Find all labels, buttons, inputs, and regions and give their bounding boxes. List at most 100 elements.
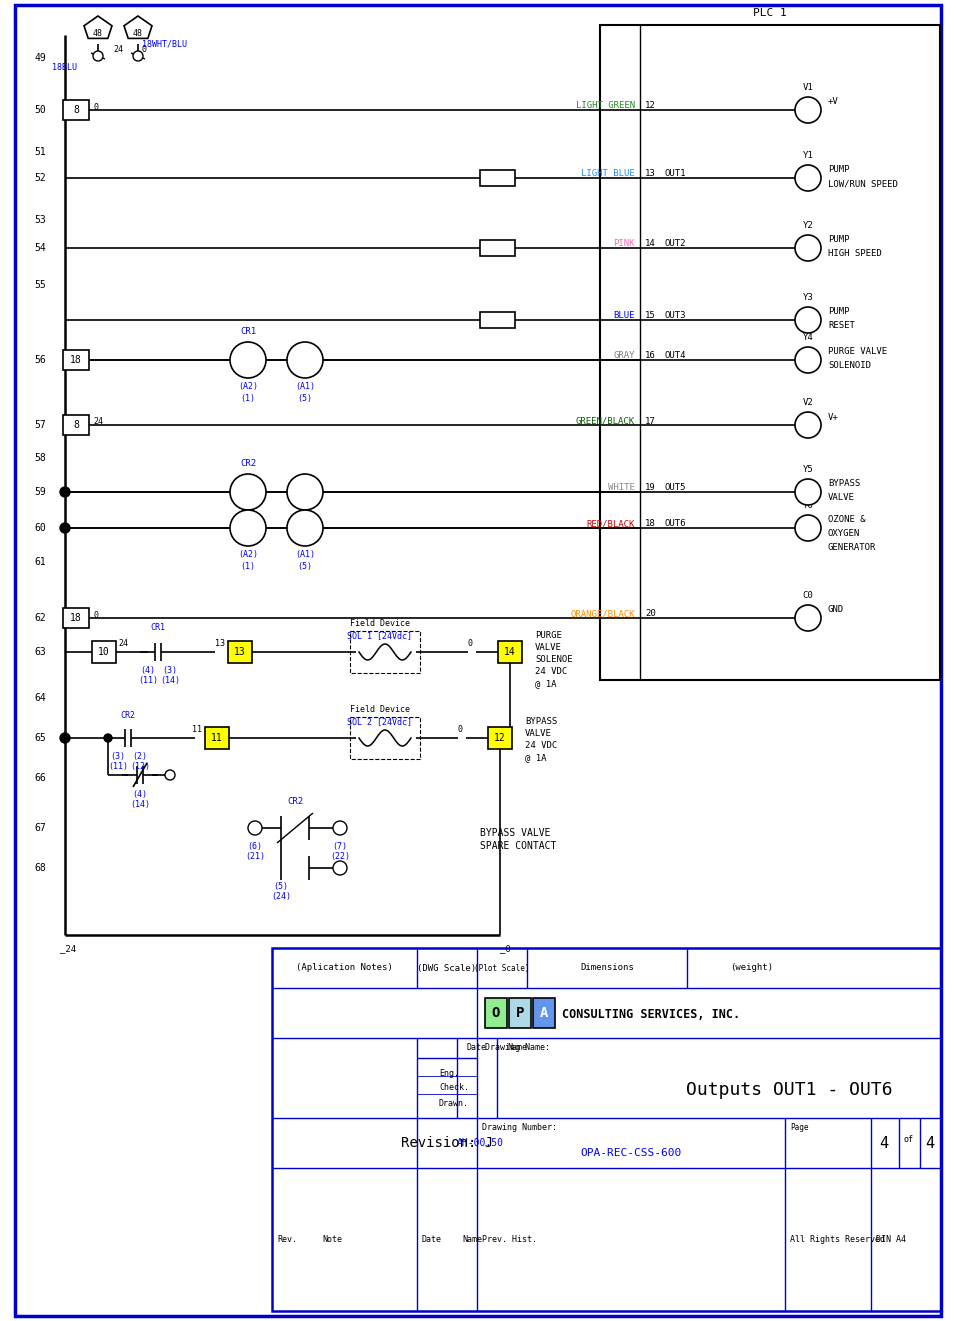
Text: 24: 24	[118, 639, 128, 649]
Text: (3): (3)	[111, 752, 125, 761]
Text: Y4: Y4	[803, 333, 814, 342]
Circle shape	[104, 734, 112, 742]
Text: O: O	[491, 1007, 500, 1020]
Circle shape	[287, 342, 323, 378]
Text: Revision: J: Revision: J	[401, 1136, 493, 1151]
Bar	[63, 100, 89, 120]
Text: CR1: CR1	[150, 624, 165, 631]
Text: (4): (4)	[133, 790, 147, 799]
Text: GND: GND	[828, 605, 844, 614]
Text: 59: 59	[34, 487, 46, 497]
Text: 0: 0	[458, 725, 463, 734]
Text: 12: 12	[645, 102, 656, 111]
Text: 54: 54	[34, 243, 46, 254]
Text: 49: 49	[34, 53, 46, 63]
Text: BLUE: BLUE	[614, 312, 635, 321]
Text: PURGE: PURGE	[535, 631, 562, 641]
Text: 15: 15	[645, 312, 656, 321]
Text: 10: 10	[98, 647, 110, 657]
Circle shape	[60, 733, 70, 742]
Text: P: P	[516, 1007, 524, 1020]
Text: VALVE: VALVE	[535, 643, 562, 653]
Bar	[350, 717, 420, 760]
Text: WHITE: WHITE	[608, 483, 635, 493]
Text: PINK: PINK	[614, 239, 635, 248]
Circle shape	[248, 820, 262, 835]
Text: Outputs OUT1 - OUT6: Outputs OUT1 - OUT6	[685, 1081, 892, 1099]
Text: GENERATOR: GENERATOR	[828, 543, 877, 552]
Text: CR2: CR2	[287, 797, 303, 806]
Text: 14: 14	[645, 239, 656, 248]
Text: V2: V2	[803, 398, 814, 407]
Text: Y3: Y3	[803, 293, 814, 303]
Bar	[63, 415, 89, 435]
Circle shape	[230, 342, 266, 378]
Circle shape	[795, 515, 821, 542]
Text: 8: 8	[73, 104, 79, 115]
Text: ORANGE/BLACK: ORANGE/BLACK	[571, 609, 635, 618]
Text: (A1): (A1)	[295, 382, 315, 391]
Text: LIGHT GREEN: LIGHT GREEN	[576, 102, 635, 111]
Circle shape	[795, 96, 821, 123]
Text: 17: 17	[645, 416, 656, 425]
Text: Check.: Check.	[439, 1083, 469, 1092]
Text: OUT2: OUT2	[664, 239, 685, 248]
Text: Prev. Hist.: Prev. Hist.	[482, 1235, 537, 1243]
Text: OUT1: OUT1	[664, 169, 685, 178]
Circle shape	[60, 523, 70, 532]
Text: 48: 48	[93, 29, 103, 37]
Text: (Plot Scale): (Plot Scale)	[474, 963, 530, 972]
Text: 14: 14	[504, 647, 516, 657]
Text: LOW/RUN SPEED: LOW/RUN SPEED	[828, 180, 898, 189]
Text: (11): (11)	[138, 676, 158, 686]
Text: 24 VDC: 24 VDC	[535, 667, 567, 676]
Text: 20: 20	[645, 609, 656, 618]
Text: of: of	[904, 1135, 914, 1144]
Text: 52: 52	[34, 173, 46, 184]
Text: (A2): (A2)	[238, 514, 258, 523]
Circle shape	[795, 412, 821, 439]
Bar	[63, 608, 89, 627]
Text: CR2: CR2	[120, 711, 136, 720]
Text: (21): (21)	[245, 852, 265, 861]
Text: 8: 8	[73, 420, 79, 431]
Circle shape	[795, 480, 821, 505]
Circle shape	[333, 820, 347, 835]
Circle shape	[230, 510, 266, 546]
Text: _24: _24	[60, 945, 76, 952]
Text: GREEN/BLACK: GREEN/BLACK	[576, 416, 635, 425]
Text: CR2: CR2	[240, 458, 256, 468]
Text: 24: 24	[113, 45, 123, 54]
Text: 18: 18	[645, 519, 656, 528]
Circle shape	[165, 770, 175, 779]
Circle shape	[333, 861, 347, 875]
Text: OUT6: OUT6	[664, 519, 685, 528]
Text: DIN A4: DIN A4	[876, 1235, 906, 1243]
Circle shape	[795, 235, 821, 262]
Text: 53: 53	[34, 215, 46, 225]
Text: 12: 12	[494, 733, 506, 742]
Text: (3): (3)	[163, 666, 178, 675]
Bar	[498, 641, 522, 663]
Text: (14): (14)	[130, 801, 150, 808]
Text: VALVE: VALVE	[525, 729, 552, 738]
Text: Date: Date	[467, 1044, 487, 1053]
Text: 60: 60	[34, 523, 46, 532]
Text: 0: 0	[93, 103, 98, 112]
Text: (A1): (A1)	[295, 514, 315, 523]
Bar	[480, 240, 515, 256]
Text: 0: 0	[141, 45, 146, 54]
Text: SOL 2 [24Vdc]: SOL 2 [24Vdc]	[347, 717, 412, 727]
Bar	[480, 312, 515, 328]
Text: (1): (1)	[241, 526, 255, 535]
Text: Name: Name	[462, 1235, 482, 1243]
Text: OUT3: OUT3	[664, 312, 685, 321]
Text: (6): (6)	[248, 841, 263, 851]
Text: Y6: Y6	[803, 501, 814, 510]
Text: (5): (5)	[297, 394, 313, 403]
Text: 0: 0	[93, 612, 98, 621]
Text: (DWG Scale): (DWG Scale)	[418, 963, 476, 972]
Text: V+: V+	[828, 412, 838, 421]
Text: 48: 48	[133, 29, 143, 37]
Polygon shape	[84, 16, 112, 38]
